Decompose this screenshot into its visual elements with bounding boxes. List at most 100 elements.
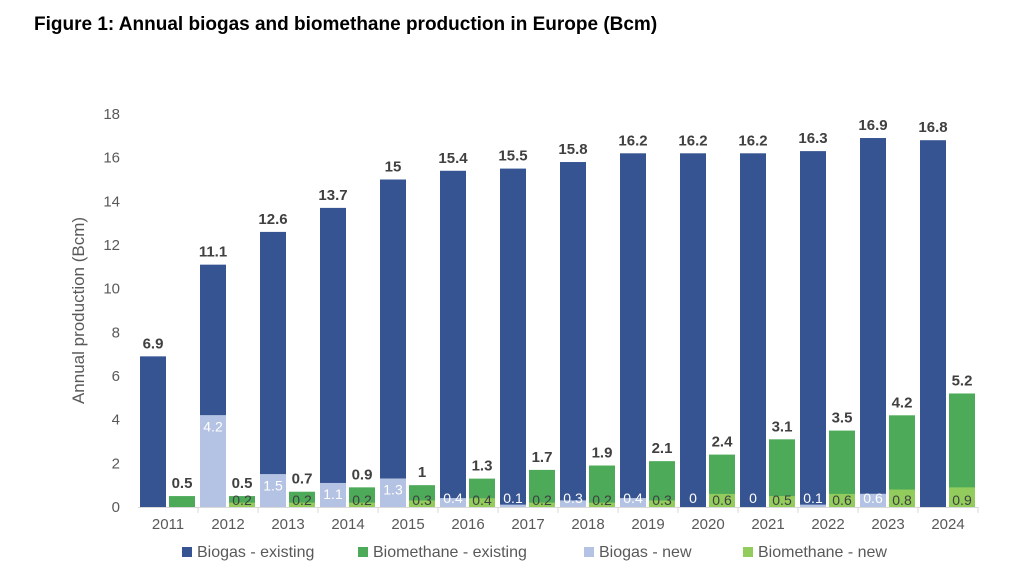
data-label-biomethane-total: 2.1 (652, 440, 673, 457)
data-label-biogas-new: 1.5 (263, 477, 283, 493)
data-label-biogas-total: 16.9 (858, 117, 887, 134)
x-tick-label: 2011 (152, 516, 184, 533)
x-tick-label: 2024 (931, 516, 964, 533)
data-label-biogas-total: 11.1 (199, 244, 227, 261)
y-tick-label: 4 (112, 412, 120, 429)
data-label-biogas-total: 16.2 (678, 132, 707, 149)
data-label-biogas-total: 16.2 (618, 132, 647, 149)
bar-biogas-existing (140, 356, 166, 507)
x-tick-label: 2021 (751, 516, 784, 533)
data-label-biomethane-new: 0.2 (232, 492, 252, 508)
bar-biomethane-new (469, 498, 495, 507)
data-label-biogas-total: 15.8 (558, 141, 587, 158)
data-label-biogas-new: 0.4 (443, 490, 463, 506)
bar-biomethane-existing (229, 496, 255, 507)
bar-biogas-new (800, 504, 826, 507)
bar-biomethane-new (349, 502, 375, 507)
y-tick-label: 8 (112, 324, 120, 341)
data-label-biomethane-total: 2.4 (712, 434, 734, 451)
bar-biomethane-new (529, 502, 555, 507)
x-tick-label: 2015 (391, 516, 424, 533)
y-tick-label: 6 (112, 368, 120, 385)
data-label-biomethane-new: 0.2 (292, 492, 312, 508)
data-label-biogas-new: 0.3 (563, 490, 583, 506)
bar-biomethane-existing (649, 461, 675, 507)
y-tick-label: 16 (103, 150, 120, 167)
data-label-biomethane-total: 0.5 (172, 475, 193, 492)
data-label-biomethane-new: 0.3 (652, 492, 672, 508)
bar-biogas-new (380, 478, 406, 507)
data-label-biogas-new: 0.4 (623, 490, 643, 506)
bar-biogas-existing (440, 170, 466, 499)
y-tick-label: 2 (112, 455, 120, 472)
bar-biogas-existing (260, 231, 286, 475)
data-label-biomethane-total: 1.7 (532, 449, 553, 466)
data-label-biogas-total: 15 (385, 159, 402, 176)
bar-biomethane-existing (349, 487, 375, 507)
x-tick-label: 2016 (451, 516, 484, 533)
bar-biogas-new (560, 500, 586, 507)
legend-swatch (584, 547, 594, 557)
data-label-biogas-total: 13.7 (318, 187, 347, 204)
data-label-biomethane-total: 0.9 (352, 466, 373, 483)
data-label-biomethane-new: 0.6 (712, 492, 732, 508)
bar-biogas-new (860, 493, 886, 507)
x-tick-label: 2013 (271, 516, 304, 533)
data-label-biogas-new: 4.2 (203, 418, 223, 434)
data-label-biogas-total: 12.6 (258, 211, 287, 228)
bar-biomethane-new (709, 493, 735, 507)
data-label-biomethane-total: 4.2 (892, 394, 913, 411)
bar-biogas-existing (860, 138, 886, 494)
y-tick-label: 10 (103, 281, 120, 298)
legend-label: Biomethane - new (758, 544, 887, 561)
legend-swatch (743, 547, 753, 557)
legend-label: Biomethane - existing (373, 544, 527, 561)
bar-biogas-new (620, 498, 646, 507)
bar-biomethane-new (889, 489, 915, 507)
bar-biogas-existing (560, 162, 586, 501)
bar-biomethane-new (409, 500, 435, 507)
legend-label: Biogas - new (599, 544, 692, 561)
x-tick-label: 2022 (811, 516, 844, 533)
bar-biomethane-new (289, 502, 315, 507)
y-tick-label: 18 (103, 106, 120, 123)
data-label-biogas-new: 0.1 (503, 490, 523, 506)
data-label-biomethane-total: 0.7 (292, 471, 313, 488)
bar-biogas-existing (320, 207, 346, 483)
data-label-biogas-total: 6.9 (143, 335, 164, 352)
bar-biogas-new (440, 498, 466, 507)
data-label-biogas-total: 16.8 (918, 119, 947, 136)
data-label-biogas-new: 0 (749, 490, 757, 506)
x-tick-label: 2018 (571, 516, 604, 533)
data-label-biomethane-total: 1.9 (592, 445, 613, 462)
data-label-biogas-new: 0.6 (863, 490, 883, 506)
data-label-biomethane-new: 0.2 (352, 492, 372, 508)
data-label-biomethane-new: 0.2 (532, 492, 552, 508)
data-label-biogas-total: 16.2 (738, 132, 767, 149)
bar-biogas-existing (740, 153, 766, 508)
bar-biogas-new (200, 415, 226, 507)
legend-label: Biogas - existing (197, 544, 314, 561)
x-tick-label: 2012 (211, 516, 244, 533)
data-label-biomethane-new: 0.5 (772, 492, 792, 508)
bar-biomethane-existing (529, 469, 555, 507)
x-tick-label: 2023 (871, 516, 904, 533)
bar-biogas-existing (500, 168, 526, 505)
x-tick-label: 2017 (511, 516, 544, 533)
data-label-biomethane-new: 0.2 (592, 492, 612, 508)
data-label-biogas-total: 15.4 (438, 150, 468, 167)
bar-biomethane-new (949, 487, 975, 507)
bar-biogas-new (320, 482, 346, 507)
data-label-biomethane-new: 0.8 (892, 492, 912, 508)
bar-biogas-new (500, 504, 526, 507)
data-label-biogas-total: 16.3 (798, 130, 827, 147)
data-label-biomethane-total: 1.3 (472, 458, 493, 475)
data-label-biomethane-new: 0.4 (472, 492, 492, 508)
bar-biomethane-existing (589, 465, 615, 507)
data-label-biogas-new: 0 (689, 490, 697, 506)
x-tick-label: 2019 (631, 516, 664, 533)
bar-biogas-existing (920, 140, 946, 507)
y-tick-label: 14 (103, 193, 120, 210)
y-tick-label: 0 (112, 499, 120, 516)
